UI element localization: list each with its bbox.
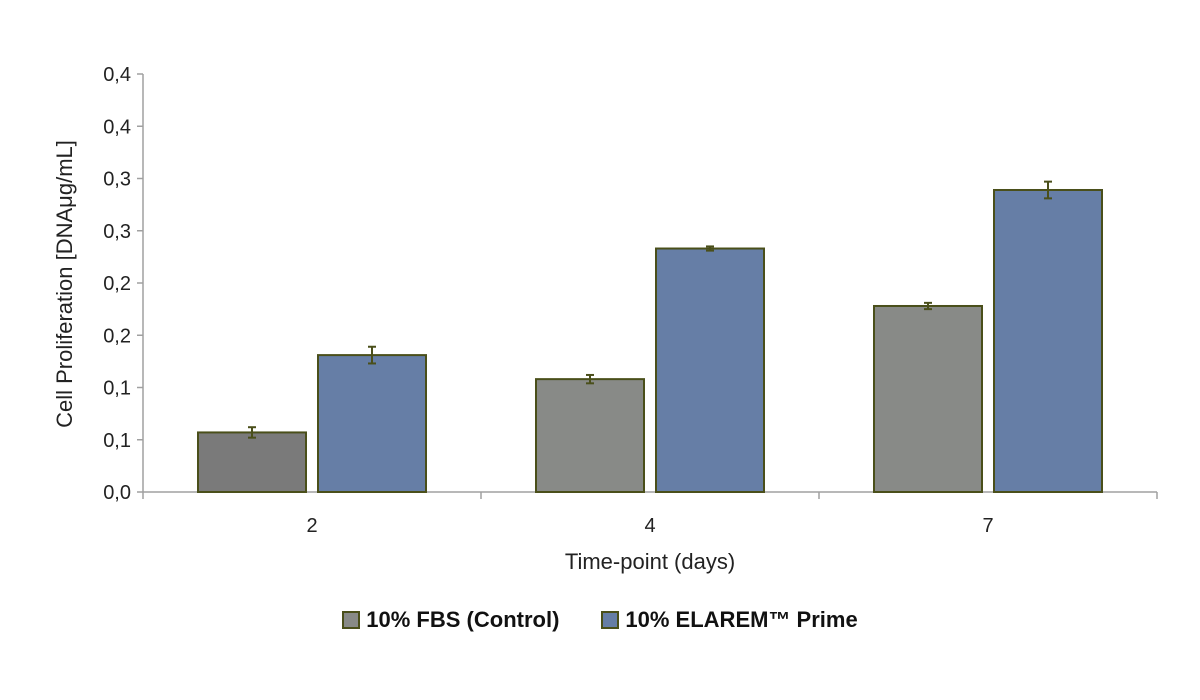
y-tick-label: 0,0 — [103, 482, 131, 504]
bar — [873, 304, 983, 493]
legend-item-elarem: 10% ELAREM™ Prime — [601, 607, 858, 633]
x-tick-label: 4 — [644, 515, 655, 537]
y-axis-title: Cell Proliferation [DNAμg/mL] — [52, 140, 77, 428]
bar — [197, 431, 307, 493]
y-tick-label: 0,4 — [103, 116, 131, 138]
legend-swatch-elarem — [601, 611, 620, 629]
y-tick-label: 0,1 — [103, 378, 131, 400]
legend-swatch-fbs — [342, 611, 361, 629]
error-bars — [248, 180, 1052, 439]
legend-label-elarem: 10% ELAREM™ Prime — [625, 607, 858, 632]
bar — [535, 378, 645, 494]
legend: 10% FBS (Control) 10% ELAREM™ Prime — [0, 600, 1200, 640]
y-tick-label: 0,3 — [103, 221, 131, 243]
x-tick-label: 2 — [306, 515, 317, 537]
bars — [197, 188, 1103, 494]
x-axis: 2 4 7 — [142, 491, 1158, 537]
legend-item-fbs: 10% FBS (Control) — [342, 607, 559, 633]
bar — [317, 354, 427, 494]
y-tick-label: 0,2 — [103, 325, 131, 347]
x-axis-title: Time-point (days) — [565, 549, 735, 574]
y-tick-label: 0,3 — [103, 169, 131, 191]
x-tick-label: 7 — [982, 515, 993, 537]
legend-label-fbs: 10% FBS (Control) — [366, 607, 560, 632]
y-axis: 0,0 0,1 0,1 0,2 0,2 0,3 0,3 0,4 0,4 — [103, 64, 144, 504]
bar — [655, 247, 765, 493]
y-tick-label: 0,1 — [103, 430, 131, 452]
y-tick-label: 0,2 — [103, 273, 131, 295]
y-tick-label: 0,4 — [103, 64, 131, 86]
bar — [993, 188, 1103, 493]
